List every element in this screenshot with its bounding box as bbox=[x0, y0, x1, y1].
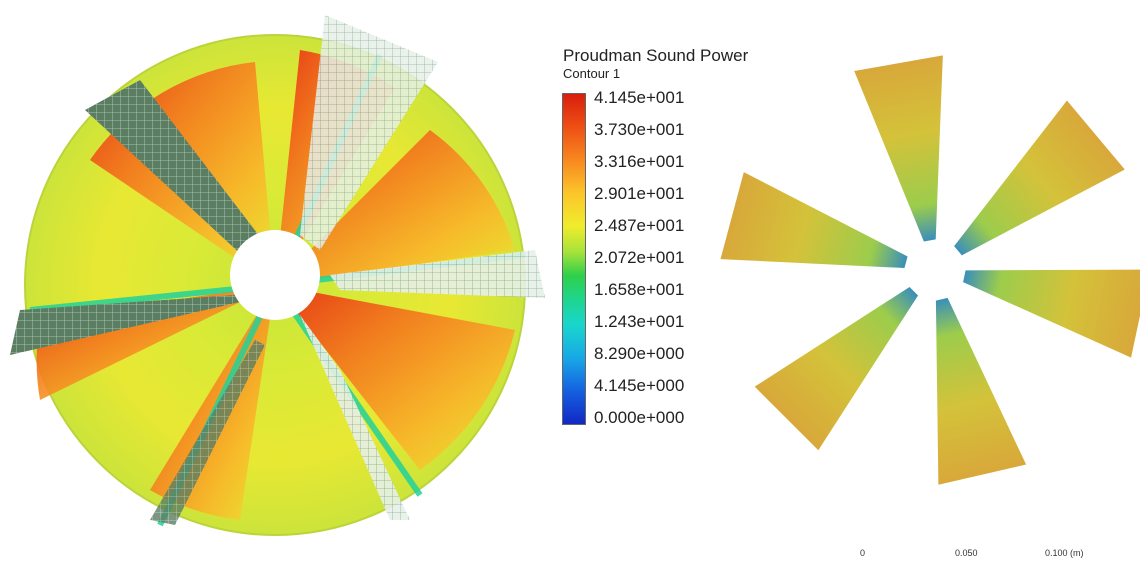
legend-label: 8.290e+000 bbox=[594, 344, 685, 363]
legend-label: 4.145e+000 bbox=[594, 376, 685, 395]
blade-1 bbox=[854, 55, 943, 242]
legend-label: 3.316e+001 bbox=[594, 152, 685, 171]
rotor-disc-view bbox=[10, 15, 545, 536]
blade-mesh-3 bbox=[330, 250, 545, 298]
legend-label: 4.145e+001 bbox=[594, 88, 685, 107]
legend-label: 1.658e+001 bbox=[594, 280, 685, 299]
contour-sector-3 bbox=[275, 130, 515, 285]
legend-colorbar bbox=[562, 93, 586, 425]
legend-label: 1.243e+001 bbox=[594, 312, 685, 331]
blade-mesh-5 bbox=[150, 340, 265, 525]
legend-title: Proudman Sound Power bbox=[563, 46, 749, 65]
legend-label: 2.072e+001 bbox=[594, 248, 685, 267]
blade-contour-view bbox=[720, 55, 1140, 485]
scale-label-mid: 0.050 bbox=[955, 548, 978, 558]
legend-label: 0.000e+000 bbox=[594, 408, 685, 427]
blade-mesh-2 bbox=[300, 15, 438, 250]
blade-mesh-4 bbox=[300, 315, 410, 520]
scale-label-0: 0 bbox=[860, 548, 866, 558]
blade-2 bbox=[954, 100, 1125, 256]
blade-mesh-6 bbox=[10, 295, 240, 355]
legend-label: 2.487e+001 bbox=[594, 216, 685, 235]
scale-label-end: 0.100 (m) bbox=[1045, 548, 1084, 558]
blade-5 bbox=[754, 286, 919, 451]
legend-label: 2.901e+001 bbox=[594, 184, 685, 203]
blade-6 bbox=[720, 172, 908, 269]
blade-mesh-1 bbox=[85, 80, 270, 258]
legend-subtitle: Contour 1 bbox=[563, 66, 621, 81]
blade-4 bbox=[935, 297, 1027, 485]
contour-sector-4 bbox=[275, 285, 515, 470]
rotor-hub bbox=[230, 230, 320, 320]
blade-3 bbox=[963, 269, 1140, 358]
legend-label: 3.730e+001 bbox=[594, 120, 685, 139]
